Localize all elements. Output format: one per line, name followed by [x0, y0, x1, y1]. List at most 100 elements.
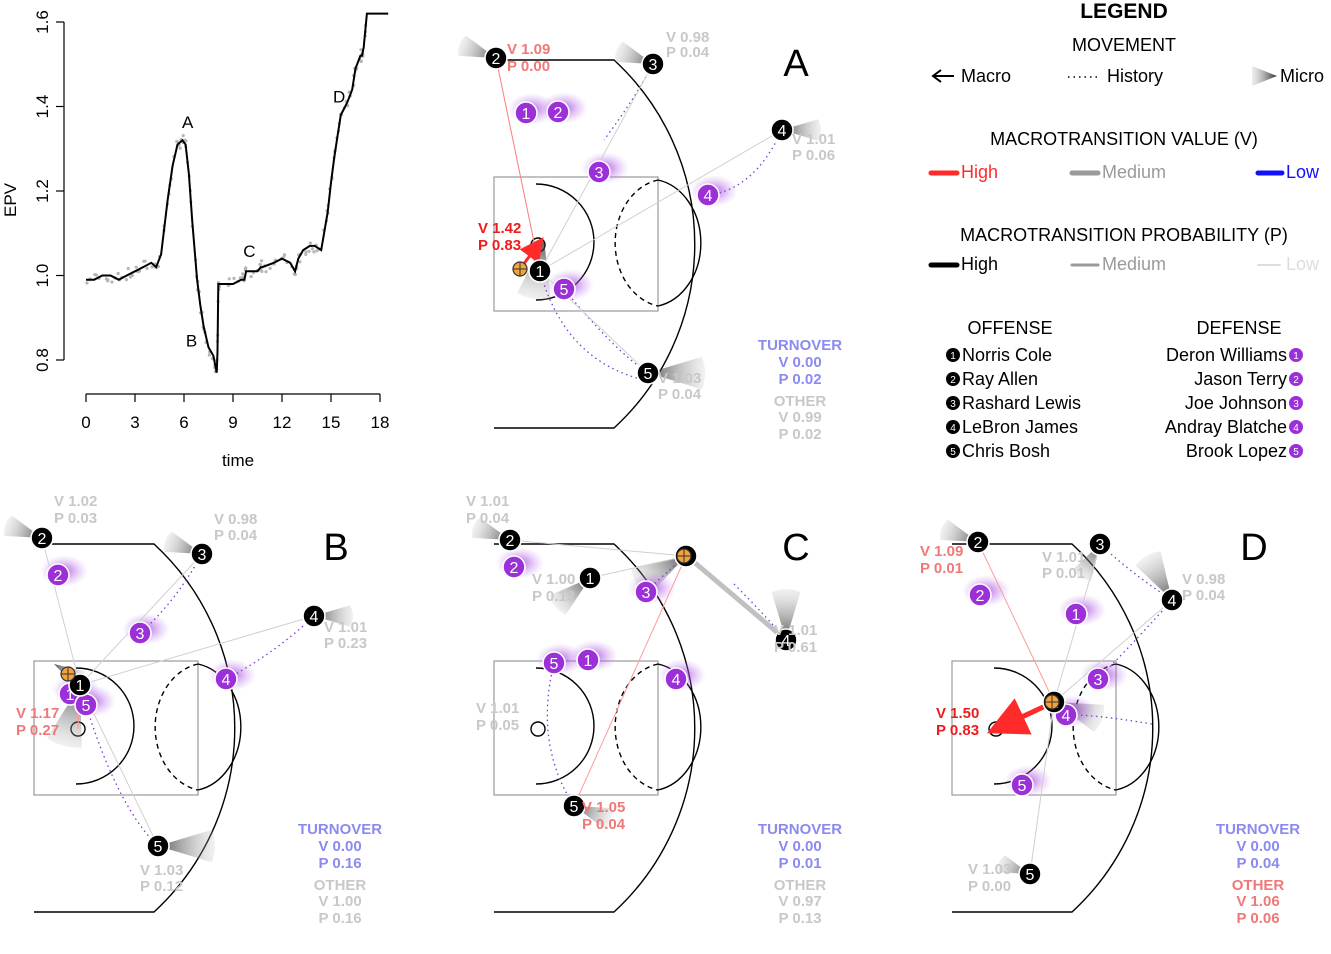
- legend-offense-title: OFFENSE: [967, 318, 1052, 338]
- offense-marker: [484, 46, 508, 70]
- offense-number: 5: [570, 799, 579, 816]
- court-panel-c: 1234512345CV 1.01P 0.04V 1.00P 0.13V 1.0…: [466, 493, 842, 927]
- transition-value-label: V 1.03: [658, 370, 701, 387]
- offense-number: 4: [310, 609, 319, 626]
- free-throw-arc-dashed: [614, 179, 659, 307]
- transition-value-label: P 0.23: [324, 635, 367, 652]
- transition-value-label: P 0.01: [920, 560, 963, 577]
- legend-probability-low: Low: [1286, 254, 1320, 274]
- x-tick-label: 12: [273, 413, 292, 432]
- panel-letter: D: [1240, 527, 1267, 569]
- history-path: [546, 662, 575, 807]
- defender-marker: [587, 160, 611, 184]
- transition-value-label: V 1.01: [774, 622, 817, 639]
- epv-annotation-label: D: [333, 87, 345, 106]
- transition-value-label: V 1.09: [920, 543, 963, 560]
- epv-sample-point: [145, 266, 149, 271]
- transition-value-label: V 1.05: [582, 799, 625, 816]
- micro-movement-cone: [158, 829, 215, 863]
- other-title: OTHER: [774, 877, 827, 894]
- offense-marker: [636, 361, 660, 385]
- offense-legend-number: 1: [950, 351, 956, 362]
- epv-sample-point: [110, 280, 114, 284]
- legend-probability-title: MACROTRANSITION PROBABILITY (P): [960, 225, 1288, 245]
- epv-sample-point: [227, 277, 231, 281]
- other-p: P 0.16: [318, 910, 361, 927]
- transition-value-label: P 0.83: [936, 722, 979, 739]
- legend-probability-medium: Medium: [1102, 254, 1166, 274]
- turnover-v: V 0.00: [318, 838, 361, 855]
- transition-value-label: V 1.01: [1042, 549, 1085, 566]
- defender-number: 3: [642, 585, 651, 602]
- defender-number: 1: [66, 687, 75, 704]
- transition-value-label: P 0.03: [54, 510, 97, 527]
- epv-sample-point: [143, 259, 147, 263]
- defense-legend-number: 2: [1293, 375, 1299, 386]
- transition-value-label: P 0.13: [532, 588, 575, 605]
- offense-number: 2: [506, 533, 515, 550]
- offense-marker: [30, 526, 54, 550]
- transition-value-label: P 0.04: [666, 44, 710, 61]
- macro-transition-link: [589, 555, 687, 579]
- offense-number: 1: [76, 678, 85, 695]
- offense-number: 3: [1096, 537, 1105, 554]
- offense-marker: [302, 604, 326, 628]
- defender-marker: [214, 667, 238, 691]
- epv-sample-point: [124, 278, 129, 282]
- defense-legend-number: 3: [1293, 399, 1299, 410]
- transition-value-label: V 0.98: [214, 511, 257, 528]
- macro-transition-arrow: [692, 560, 788, 642]
- offense-number: 2: [492, 51, 501, 68]
- cone-icon: [1252, 66, 1277, 86]
- transition-value-label: P 0.04: [214, 527, 258, 544]
- transition-value-label: P 0.04: [582, 816, 626, 833]
- transition-value-label: V 1.03: [968, 861, 1011, 878]
- epv-sample-point: [258, 263, 262, 267]
- offense-legend-marker: [946, 372, 960, 386]
- macro-transition-link: [1053, 599, 1173, 703]
- defender-number: 1: [522, 106, 531, 123]
- macro-transition-link: [509, 539, 687, 557]
- defender-marker: [576, 648, 600, 672]
- epv-sample-point: [308, 241, 312, 245]
- epv-noise-points: [85, 23, 368, 374]
- defender-number: 2: [976, 588, 985, 605]
- defense-legend-number: 4: [1293, 423, 1299, 434]
- micro-movement-cone: [782, 119, 821, 141]
- offense-marker: [1018, 862, 1042, 886]
- epv-sample-point: [184, 139, 188, 143]
- defender-marker: [542, 651, 566, 675]
- defense-player-name: Jason Terry: [1194, 369, 1287, 389]
- defense-legend-marker: [1289, 372, 1303, 386]
- transition-value-label: P 0.04: [1182, 587, 1226, 604]
- epv-sample-point: [312, 250, 316, 254]
- epv-annotation-label: C: [243, 242, 255, 261]
- y-axis-label: EPV: [1, 182, 20, 217]
- micro-movement-cone: [1135, 551, 1172, 600]
- epv-sample-point: [359, 59, 363, 64]
- macro-transition-link: [1029, 701, 1055, 875]
- epv-sample-point: [134, 265, 138, 269]
- epv-line-chart: 0.8 1.0 1.2 1.4 1.6 0 3 6 9 12 15 18 EPV time A B C D: [1, 10, 389, 470]
- macro-transition-link: [79, 553, 203, 686]
- paint-box: [33, 660, 199, 796]
- transition-value-label: P 0.12: [140, 878, 183, 895]
- offense-marker: [966, 530, 990, 554]
- other-p: P 0.06: [1236, 910, 1279, 927]
- offense-number: 4: [1168, 593, 1177, 610]
- epv-sample-point: [259, 259, 264, 263]
- transition-value-label: V 1.17: [16, 705, 59, 722]
- epv-annotation-label: B: [186, 331, 197, 350]
- epv-sample-point: [293, 272, 297, 277]
- legend-value-title: MACROTRANSITION VALUE (V): [990, 129, 1258, 149]
- transition-value-label: V 1.01: [324, 619, 367, 636]
- transition-value-label: P 0.05: [476, 717, 519, 734]
- turnover-v: V 0.00: [778, 838, 821, 855]
- offense-marker: [528, 259, 552, 283]
- legend-title: LEGEND: [1080, 0, 1168, 23]
- three-point-line: [34, 543, 236, 913]
- defender-number: 4: [704, 188, 713, 205]
- offense-number: 3: [198, 547, 207, 564]
- defender-marker: [634, 580, 658, 604]
- x-tick-label: 6: [179, 413, 188, 432]
